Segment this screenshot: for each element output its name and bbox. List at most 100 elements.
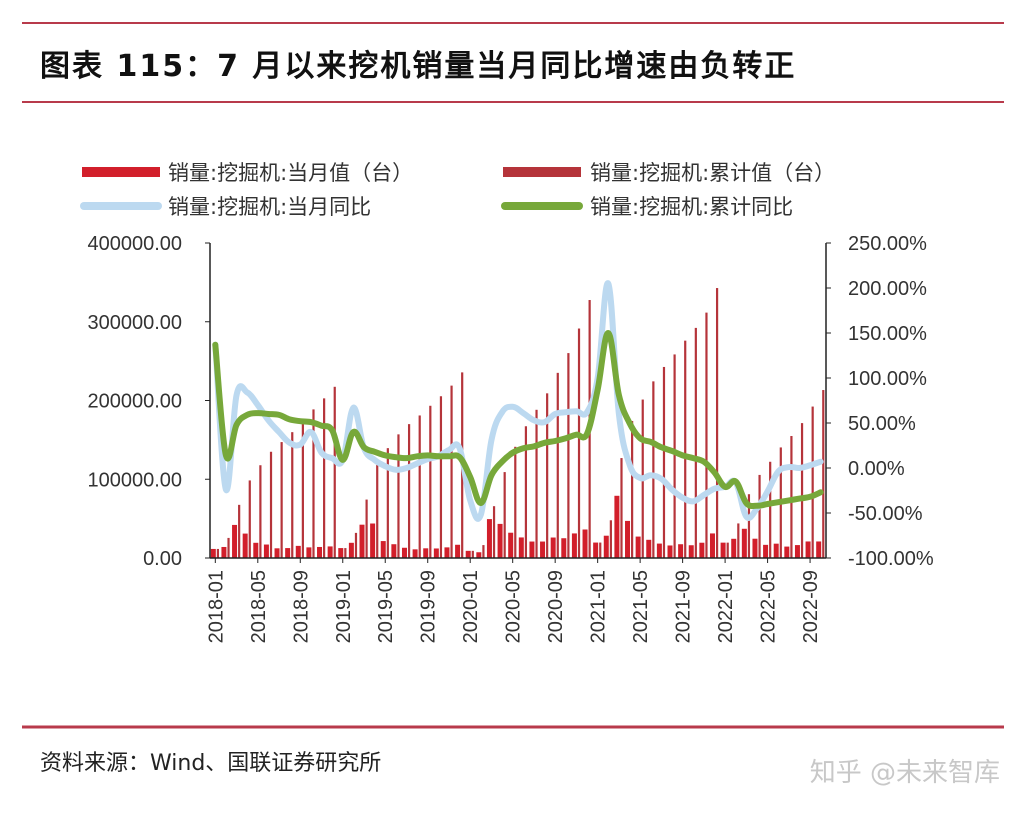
bar-monthly-2022-05 [763, 544, 769, 558]
bar-cumulative-2018-09 [301, 420, 304, 558]
bar-cumulative-2021-11 [705, 312, 708, 558]
bar-cumulative-2018-08 [291, 432, 294, 558]
x-tick-label: 2021-09 [673, 570, 695, 643]
bar-monthly-2022-06 [773, 543, 779, 558]
bar-cumulative-2019-04 [376, 465, 379, 558]
source-note: 资料来源：Wind、国联证券研究所 [40, 751, 381, 776]
bar-monthly-2018-10 [306, 547, 312, 558]
bar-cumulative-2018-10 [312, 409, 315, 558]
bar-monthly-2020-09 [550, 537, 556, 558]
x-tick-label: 2022-05 [758, 570, 780, 643]
bar-cumulative-2019-01 [344, 548, 347, 558]
bar-monthly-2018-04 [242, 533, 248, 558]
axes-layer: 0.00 100000.00 200000.00 300000.00 400000.00… [87, 233, 933, 643]
bar-cumulative-2021-04 [631, 420, 634, 558]
bar-monthly-2021-11 [699, 542, 705, 558]
bar-monthly-2021-02 [603, 535, 609, 558]
bar-monthly-2022-01 [720, 542, 726, 558]
bar-monthly-2021-07 [656, 543, 662, 558]
lines-layer [212, 280, 824, 522]
bar-cumulative-2018-05 [259, 465, 262, 558]
left-tick-label: 400000.00 [87, 233, 182, 255]
x-tick-label: 2020-05 [503, 570, 525, 643]
x-tick-label: 2018-01 [205, 570, 227, 643]
legend-label-cumulative-yoy: 销量:挖掘机:累计同比 [590, 195, 793, 219]
bar-cumulative-2021-03 [620, 458, 623, 558]
bar-monthly-2019-02 [348, 542, 354, 558]
legend-swatch-monthly-bar [82, 167, 160, 177]
bar-cumulative-2020-07 [535, 409, 538, 558]
legend-label-cumulative-bar: 销量:挖掘机:累计值（台） [590, 161, 835, 185]
bar-monthly-2018-06 [263, 544, 269, 558]
bar-cumulative-2022-02 [737, 523, 740, 558]
bar-cumulative-2020-01 [471, 550, 474, 558]
bar-monthly-2021-09 [678, 544, 684, 558]
bar-monthly-2022-08 [794, 545, 800, 558]
bar-cumulative-2021-07 [662, 366, 666, 558]
left-tick-label: 300000.00 [87, 312, 182, 334]
bar-cumulative-2020-06 [524, 426, 528, 558]
bar-cumulative-2019-10 [439, 396, 443, 558]
bar-cumulative-2018-07 [280, 442, 283, 558]
bar-monthly-2022-03 [741, 528, 747, 558]
bar-cumulative-2022-09 [811, 406, 814, 558]
bar-cumulative-2019-07 [407, 424, 411, 558]
bar-monthly-2020-02 [476, 552, 482, 558]
bar-cumulative-2022-08 [800, 423, 804, 558]
bar-monthly-2021-08 [667, 545, 673, 558]
bar-cumulative-2022-01 [726, 542, 729, 558]
bar-monthly-2021-05 [635, 536, 641, 558]
bar-monthly-2020-08 [540, 541, 546, 558]
bar-cumulative-2021-06 [652, 381, 655, 558]
bar-cumulative-2019-03 [365, 499, 368, 558]
bar-monthly-2019-01 [338, 548, 344, 558]
right-tick-label: 0.00% [848, 458, 905, 480]
x-tick-label: 2020-01 [460, 570, 482, 643]
line-cumulative-yoy [212, 329, 824, 510]
bar-cumulative-2020-02 [482, 545, 485, 558]
bar-monthly-2022-09 [805, 541, 811, 558]
bar-cumulative-2018-06 [269, 451, 273, 558]
x-tick-label: 2019-09 [418, 570, 440, 643]
bar-monthly-2018-09 [295, 545, 301, 558]
bar-monthly-2019-08 [412, 549, 418, 558]
x-tick-label: 2021-05 [630, 570, 652, 643]
right-tick-label: -100.00% [848, 548, 934, 570]
bar-monthly-2020-12 [582, 529, 588, 558]
right-tick-label: 200.00% [848, 278, 927, 300]
legend-swatch-cumulative-bar [503, 167, 581, 177]
bar-cumulative-2018-04 [248, 480, 251, 558]
bar-monthly-2020-11 [571, 533, 577, 558]
bar-cumulative-2019-02 [354, 532, 358, 558]
left-tick-label: 200000.00 [87, 391, 182, 413]
bar-cumulative-2018-01 [216, 548, 220, 558]
bar-cumulative-2021-02 [609, 520, 612, 558]
bar-cumulative-2018-11 [323, 398, 326, 558]
bar-cumulative-2020-04 [503, 472, 506, 558]
bar-cumulative-2021-12 [715, 288, 719, 558]
bar-cumulative-2020-11 [577, 328, 581, 558]
x-tick-label: 2019-01 [333, 570, 355, 643]
bar-monthly-2020-10 [561, 538, 567, 558]
x-tick-label: 2022-09 [800, 570, 822, 643]
bar-monthly-2019-07 [401, 547, 407, 558]
bar-monthly-2018-03 [232, 524, 238, 558]
bar-monthly-2018-01 [210, 548, 216, 558]
bar-cumulative-2020-05 [514, 446, 517, 558]
x-tick-label: 2018-09 [290, 570, 312, 643]
watermark: 知乎 @未来智库 [810, 758, 1000, 788]
chart-title: 图表 115：7 月以来挖机销量当月同比增速由负转正 [40, 49, 796, 84]
bar-cumulative-2021-10 [694, 327, 697, 558]
bar-monthly-2021-04 [625, 520, 631, 558]
bar-monthly-2019-06 [391, 544, 397, 558]
line-monthly-yoy [212, 280, 824, 522]
bar-cumulative-2022-10 [822, 390, 825, 558]
bar-cumulative-2021-01 [599, 542, 602, 558]
bar-monthly-2020-07 [529, 541, 535, 558]
left-tick-label: 0.00 [143, 548, 182, 570]
right-tick-label: 50.00% [848, 413, 916, 435]
bar-monthly-2019-04 [370, 523, 376, 558]
x-tick-label: 2020-09 [545, 570, 567, 643]
bar-cumulative-2022-03 [747, 494, 751, 558]
